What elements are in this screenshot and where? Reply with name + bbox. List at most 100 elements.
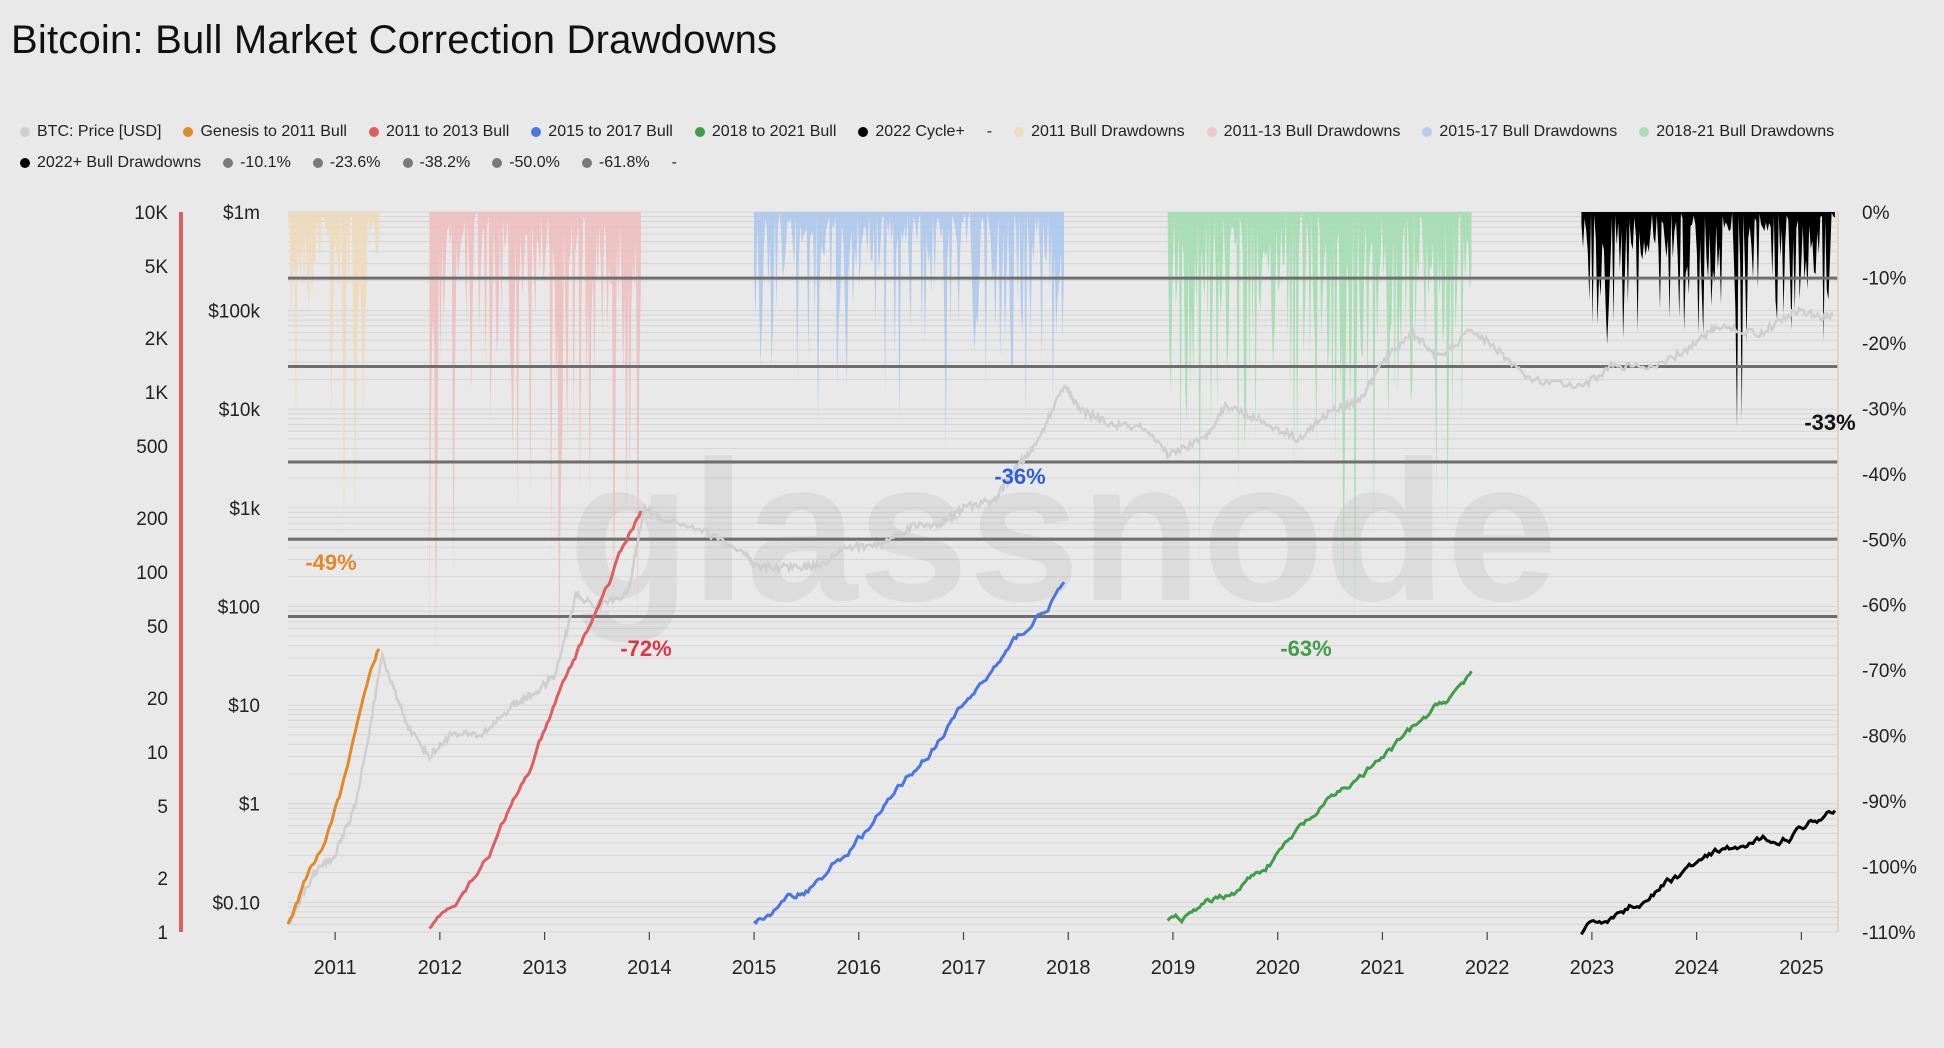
right-axis-tick-label: -110% xyxy=(1862,923,1916,944)
legend-swatch xyxy=(581,157,592,168)
drawdown-annotations: -49% -72% -36% -63% -33% xyxy=(305,410,1855,661)
left-axis-tick-label: 1 xyxy=(157,923,168,944)
legend-item[interactable]: - xyxy=(672,154,677,172)
drawdown-annotation: -49% xyxy=(305,550,356,575)
legend-item[interactable]: -38.2% xyxy=(402,154,470,172)
right-axis-tick-label: -50% xyxy=(1862,530,1906,551)
drawdown-areas xyxy=(288,212,1835,684)
legend-label: 2011 Bull Drawdowns xyxy=(1031,122,1185,140)
left-axis-tick-label: 50 xyxy=(147,617,168,638)
right-axis-tick-label: -30% xyxy=(1862,399,1906,420)
legend-item[interactable]: 2011-13 Bull Drawdowns xyxy=(1206,123,1400,141)
legend-swatch xyxy=(858,126,869,137)
legend-label: BTC: Price [USD] xyxy=(37,122,162,140)
legend-swatch xyxy=(1639,126,1650,137)
legend-swatch xyxy=(183,126,194,137)
legend-label: 2022 Cycle+ xyxy=(875,122,965,140)
chart-title: Bitcoin: Bull Market Correction Drawdown… xyxy=(11,18,778,62)
legend-item[interactable]: 2022+ Bull Drawdowns xyxy=(20,154,201,172)
x-axis-tick-label: 2012 xyxy=(418,957,463,979)
price-series xyxy=(286,305,1837,936)
x-axis-tick-label: 2023 xyxy=(1570,957,1615,979)
left-axis-tick-label: 5 xyxy=(157,797,168,818)
legend-swatch xyxy=(1206,126,1217,137)
drawdown-area xyxy=(429,212,641,684)
x-axis-tick-label: 2013 xyxy=(522,957,567,979)
x-axis-tick-label: 2017 xyxy=(941,957,986,979)
legend-item[interactable]: Genesis to 2011 Bull xyxy=(183,123,347,141)
legend-swatch xyxy=(223,157,234,168)
x-axis-tick-label: 2014 xyxy=(627,957,672,979)
x-axis-tick-label: 2020 xyxy=(1255,957,1300,979)
legend-swatch xyxy=(531,126,542,137)
legend-swatch xyxy=(1014,126,1025,137)
right-axis-tick-label: -10% xyxy=(1862,268,1906,289)
legend-swatch xyxy=(1422,126,1433,137)
left-axis-tick-label: 500 xyxy=(136,437,168,458)
watermark: glassnode xyxy=(568,420,1557,643)
right-axis-tick-label: 0% xyxy=(1862,203,1890,224)
cycle-line-2 xyxy=(753,581,1066,926)
legend-item[interactable]: 2018-21 Bull Drawdowns xyxy=(1639,123,1834,141)
left-axis-tick-label: 10 xyxy=(147,743,168,764)
btc-price-line xyxy=(287,305,1834,925)
x-axis-tick-label: 2025 xyxy=(1779,957,1824,979)
right-axis-tick-label: -100% xyxy=(1862,858,1917,879)
legend-item[interactable]: 2011 Bull Drawdowns xyxy=(1014,123,1185,141)
price-axis-tick-label: $10k xyxy=(219,400,261,421)
legend-swatch xyxy=(368,126,379,137)
right-axis-tick-label: -70% xyxy=(1862,661,1906,682)
legend-label: 2011 to 2013 Bull xyxy=(385,122,510,140)
legend-item[interactable]: 2015-17 Bull Drawdowns xyxy=(1422,123,1617,141)
drawdown-annotation: -36% xyxy=(994,464,1045,489)
legend-row-2: 2022+ Bull Drawdowns -10.1% -23.6% -38.2% -5… xyxy=(20,147,1930,178)
legend: BTC: Price [USD] Genesis to 2011 Bull 2011… xyxy=(20,116,1930,178)
right-axis-tick-label: -40% xyxy=(1862,465,1906,486)
legend-swatch xyxy=(694,126,705,137)
legend-item[interactable]: 2011 to 2013 Bull xyxy=(368,122,510,141)
x-axis-tick-label: 2011 xyxy=(314,957,357,979)
left-axis-tick-label: 2 xyxy=(157,869,168,890)
legend-item[interactable]: 2022 Cycle+ xyxy=(858,122,965,141)
legend-item[interactable]: -23.6% xyxy=(312,153,381,172)
x-axis-tick-label: 2015 xyxy=(732,957,777,979)
legend-item[interactable]: - xyxy=(987,123,992,141)
legend-label: 2015-17 Bull Drawdowns xyxy=(1439,122,1618,140)
legend-item[interactable]: BTC: Price [USD] xyxy=(20,123,161,141)
drawdown-annotation: -33% xyxy=(1804,410,1855,435)
left-axis-tick-label: 100 xyxy=(136,563,168,584)
right-axis-tick-label: -90% xyxy=(1862,792,1906,813)
drawdown-area xyxy=(1581,212,1835,428)
x-axis-tick-label: 2018 xyxy=(1046,957,1091,979)
legend-label: -23.6% xyxy=(329,153,381,171)
drawdown-area xyxy=(288,212,380,533)
legend-item[interactable]: 2015 to 2017 Bull xyxy=(531,123,673,141)
legend-item[interactable]: -50.0% xyxy=(492,154,560,172)
drawdown-area xyxy=(1167,212,1472,625)
right-axis-tick-label: -20% xyxy=(1862,334,1906,355)
price-axis-tick-label: $1m xyxy=(223,203,260,224)
drawdown-annotation: -72% xyxy=(620,636,671,661)
left-axis-tick-label: 200 xyxy=(136,509,168,530)
legend-item[interactable]: -10.1% xyxy=(223,154,291,172)
price-axis-tick-label: $1 xyxy=(239,795,260,816)
legend-swatch xyxy=(492,157,503,168)
axes: 10K 5K 2K 1K 500 200 100 50 20 10 5 2 1 $1m $100k $10k $… xyxy=(134,203,1917,979)
left-axis-tick-label: 1K xyxy=(145,383,169,404)
x-axis-tick-label: 2021 xyxy=(1360,957,1405,979)
price-axis-tick-label: $100 xyxy=(218,597,260,618)
cycle-line-0 xyxy=(286,648,381,925)
legend-swatch xyxy=(20,126,30,137)
legend-label: 2018 to 2021 Bull xyxy=(711,122,837,140)
legend-label: - xyxy=(986,122,993,140)
legend-item[interactable]: -61.8% xyxy=(581,154,650,172)
cycle-line-3 xyxy=(1166,670,1473,925)
left-axis-tick-label: 20 xyxy=(147,689,168,710)
legend-item[interactable]: 2018 to 2021 Bull xyxy=(694,122,837,141)
drawdown-annotation: -63% xyxy=(1280,636,1331,661)
legend-swatch xyxy=(20,157,30,168)
legend-label: 2018-21 Bull Drawdowns xyxy=(1656,122,1835,140)
right-axis-tick-label: -60% xyxy=(1862,596,1906,617)
left-axis-tick-label: 2K xyxy=(145,329,169,350)
